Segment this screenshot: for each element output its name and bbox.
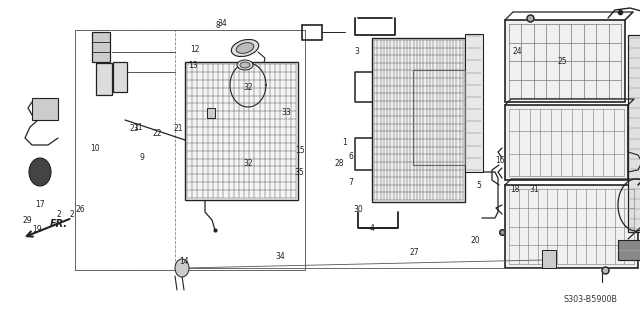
Text: 26: 26 [75,205,85,214]
Bar [185,62,298,200]
Text: FR.: FR. [50,219,68,229]
Bar [32,98,58,120]
Text: 34: 34 [275,252,285,261]
Text: 7: 7 [348,178,353,187]
Text: 13: 13 [188,61,198,70]
Text: 27: 27 [410,248,420,257]
Text: 6: 6 [348,152,353,161]
Text: 9: 9 [140,153,145,162]
Bar [413,70,465,165]
Ellipse shape [231,39,259,57]
Text: 1: 1 [342,138,347,147]
Text: 11: 11 [133,123,142,132]
Text: 18: 18 [511,185,520,194]
Text: 5: 5 [476,181,481,190]
Text: 35: 35 [294,168,305,177]
Text: 14: 14 [179,257,189,266]
Text: 28: 28 [335,159,344,168]
Text: 33: 33 [282,108,292,117]
Text: 12: 12 [191,45,200,54]
Text: 19: 19 [32,225,42,234]
Bar [505,105,628,180]
Bar [628,35,640,232]
Text: 32: 32 [243,159,253,168]
Bar [542,250,556,268]
Bar [75,30,305,270]
Text: 10: 10 [90,144,100,153]
Text: 25: 25 [557,57,567,66]
Text: 16: 16 [495,156,506,164]
Text: S303-B5900B: S303-B5900B [563,295,617,305]
Bar [113,62,127,92]
Text: 20: 20 [470,236,480,245]
Text: 31: 31 [529,185,540,194]
Text: 2: 2 [56,210,61,219]
Text: 2: 2 [69,210,74,219]
Ellipse shape [236,43,254,53]
Bar [92,32,110,62]
Text: 15: 15 [294,146,305,155]
Text: 24: 24 [512,47,522,56]
Bar [505,20,625,102]
Text: 21: 21 [173,124,182,133]
Bar [465,34,483,172]
Text: 34: 34 [218,19,228,28]
Text: 29: 29 [22,216,32,225]
Ellipse shape [237,60,253,70]
Text: 22: 22 [152,129,161,138]
Bar [75,30,305,270]
Text: 17: 17 [35,200,45,209]
Ellipse shape [240,62,250,68]
Ellipse shape [29,158,51,186]
Text: 4: 4 [370,224,375,233]
Bar [372,38,465,202]
Bar [207,108,215,118]
Ellipse shape [175,259,189,277]
Text: 32: 32 [243,83,253,92]
Bar [96,63,112,95]
Text: 8: 8 [215,21,220,30]
Bar [505,185,638,268]
Text: 3: 3 [355,47,360,56]
Text: 23: 23 [129,124,140,132]
Text: 30: 30 [353,205,364,214]
Bar [618,240,640,260]
